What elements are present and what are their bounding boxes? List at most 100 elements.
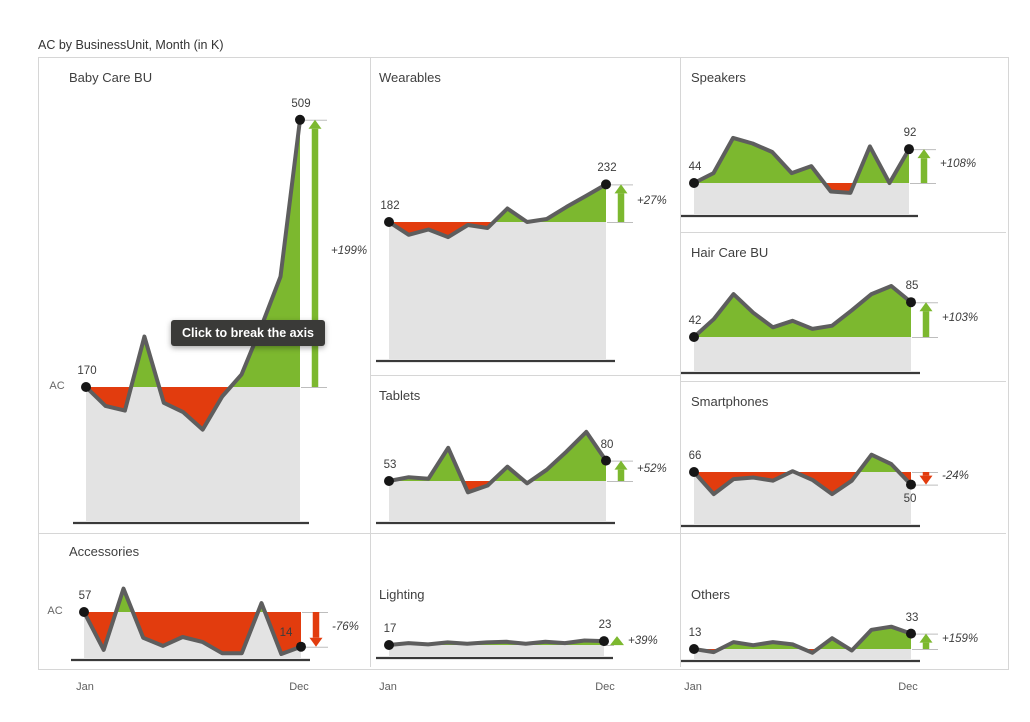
value-line [692,135,911,195]
panel-smartphones[interactable]: Smartphones 66 50 -24% [681,382,1006,534]
chart-svg[interactable] [371,376,680,533]
chart-svg[interactable] [681,58,1006,232]
variance-percent-label: +27% [637,195,667,208]
variance-percent-label: +199% [331,245,368,258]
value-line [387,638,606,647]
value-line [84,117,302,432]
positive-variance-area [694,137,909,183]
chart-svg[interactable] [39,58,370,533]
value-line [692,452,913,497]
start-value-label: 66 [688,450,702,462]
gray-area [86,387,300,521]
start-dot [689,644,699,654]
gray-area [694,183,909,214]
start-value-label: 53 [383,459,397,471]
x-axis-label-end-col1: Dec [289,681,309,693]
variance-percent-label: -76% [332,621,359,634]
small-multiples-grid: Baby Care BU AC 170 509 +199% Accessorie… [38,57,1009,670]
value-line [82,586,303,656]
x-axis-label-start-col1: Jan [76,681,94,693]
gray-area [84,612,301,658]
end-dot [906,628,916,639]
end-dot [906,297,916,308]
value-line [387,182,608,240]
x-axis-label-start-col3: Jan [684,681,702,693]
start-dot [689,332,699,342]
positive-variance-area [86,119,300,388]
value-line [692,624,913,655]
page-title: AC by BusinessUnit, Month (in K) [38,38,224,52]
gray-area [389,222,606,359]
panel-title: Wearables [379,70,441,85]
positive-variance-area [389,184,606,222]
chart-svg[interactable] [371,58,680,375]
chart-svg[interactable] [39,534,370,667]
break-axis-tooltip[interactable]: Click to break the axis [171,320,326,346]
panel-tablets[interactable]: Tablets 53 80 +52% [371,376,681,534]
panel-title: Others [691,587,731,602]
variance-percent-label: +103% [942,311,979,324]
start-dot [384,640,394,650]
x-axis-label-end-col3: Dec [898,681,918,693]
start-value-label: 42 [688,315,702,327]
panel-title: Lighting [379,587,425,602]
value-line [692,284,913,339]
value-line [387,429,608,495]
start-value-label: 182 [380,200,400,212]
end-dot [295,114,305,125]
start-value-label: 13 [688,627,702,639]
end-value-label: 232 [597,162,617,175]
end-value-label: 14 [279,626,293,639]
start-dot [384,476,394,486]
end-dot [601,179,611,190]
chart-svg[interactable] [681,233,1006,381]
negative-variance-area [86,387,300,430]
panel-title: Speakers [691,70,746,85]
start-dot [689,178,699,188]
positive-variance-area [694,286,911,337]
x-axis-label-end-col2: Dec [595,681,615,693]
measure-axis-label: AC [47,605,63,617]
variance-percent-label: +108% [940,158,977,171]
panel-lighting[interactable]: Lighting 17 23 +39% [371,534,681,667]
gray-area [389,645,604,656]
panel-title: Baby Care BU [69,70,153,85]
panel-baby-care-bu[interactable]: Baby Care BU AC 170 509 +199% [39,58,371,534]
start-value-label: 44 [688,161,702,173]
x-axis-label-start-col2: Jan [379,681,397,693]
variance-percent-label: +159% [942,633,979,646]
end-value-label: 509 [291,97,311,110]
panel-speakers[interactable]: Speakers 44 92 +108% [681,58,1006,233]
start-value-label: 57 [78,590,92,602]
end-dot [599,636,609,647]
panel-title: Smartphones [691,394,769,409]
variance-percent-label: -24% [942,470,969,483]
end-dot [906,479,916,490]
chart-svg[interactable] [371,534,680,667]
start-dot [79,607,89,617]
increase-triangle-icon [610,636,624,646]
end-dot [296,641,306,652]
variance-percent-label: +52% [637,462,667,475]
panel-accessories[interactable]: Accessories AC 57 14 -76% [39,534,371,667]
panel-others[interactable]: Others 13 33 +159% [681,534,1006,667]
end-dot [904,144,914,155]
gray-area [694,649,911,659]
start-value-label: 170 [77,365,97,377]
start-dot [81,382,91,392]
end-dot [601,455,611,466]
chart-svg[interactable] [681,382,1006,533]
end-value-label: 80 [600,438,614,451]
end-value-label: 50 [903,492,917,505]
panel-wearables[interactable]: Wearables 182 232 +27% [371,58,681,376]
panel-title: Hair Care BU [691,245,769,260]
chart-svg[interactable] [681,534,1006,667]
gray-area [389,481,606,521]
panel-hair-care-bu[interactable]: Hair Care BU 42 85 +103% [681,233,1006,382]
end-value-label: 33 [905,611,919,624]
end-value-label: 92 [903,127,917,140]
end-value-label: 23 [598,619,612,632]
positive-variance-area [389,431,606,481]
panel-title: Tablets [379,388,421,403]
end-value-label: 85 [905,280,919,293]
